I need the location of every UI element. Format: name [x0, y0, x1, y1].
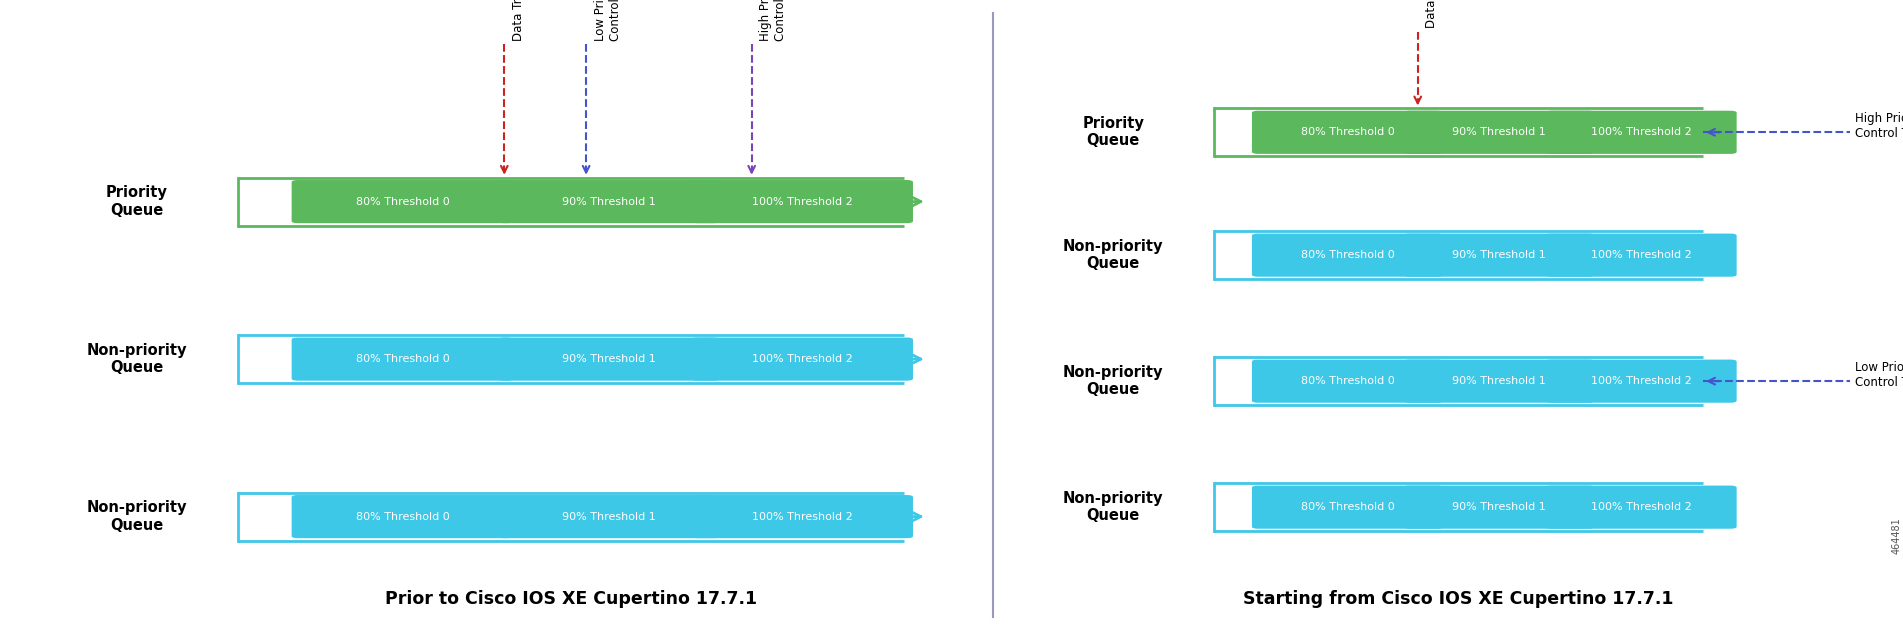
FancyBboxPatch shape	[1252, 486, 1442, 529]
Text: 100% Threshold 2: 100% Threshold 2	[1591, 376, 1692, 386]
FancyBboxPatch shape	[1404, 234, 1595, 277]
Text: High Priority
Control Traffic: High Priority Control Traffic	[759, 0, 788, 41]
FancyBboxPatch shape	[691, 180, 913, 223]
FancyBboxPatch shape	[1404, 111, 1595, 154]
FancyBboxPatch shape	[291, 180, 514, 223]
FancyBboxPatch shape	[1252, 111, 1442, 154]
FancyBboxPatch shape	[291, 495, 514, 538]
Text: Starting from Cisco IOS XE Cupertino 17.7.1: Starting from Cisco IOS XE Cupertino 17.…	[1243, 590, 1675, 607]
Text: 90% Threshold 1: 90% Threshold 1	[561, 512, 657, 522]
Text: Data Traffic: Data Traffic	[512, 0, 525, 41]
FancyBboxPatch shape	[1545, 111, 1737, 154]
Text: Priority
Queue: Priority Queue	[107, 185, 167, 218]
Text: Low Priority
Control Traffic: Low Priority Control Traffic	[594, 0, 622, 41]
Text: Non-priority
Queue: Non-priority Queue	[88, 500, 186, 533]
Text: 90% Threshold 1: 90% Threshold 1	[1452, 502, 1545, 512]
Text: 80% Threshold 0: 80% Threshold 0	[356, 512, 449, 522]
FancyBboxPatch shape	[1404, 486, 1595, 529]
FancyBboxPatch shape	[1404, 360, 1595, 403]
FancyBboxPatch shape	[499, 338, 719, 381]
Text: 100% Threshold 2: 100% Threshold 2	[752, 197, 853, 207]
FancyBboxPatch shape	[1252, 234, 1442, 277]
FancyBboxPatch shape	[1545, 360, 1737, 403]
Text: 80% Threshold 0: 80% Threshold 0	[1300, 502, 1395, 512]
FancyBboxPatch shape	[499, 180, 719, 223]
Text: 90% Threshold 1: 90% Threshold 1	[1452, 250, 1545, 260]
Text: Non-priority
Queue: Non-priority Queue	[1064, 491, 1163, 524]
Text: Data Traffic: Data Traffic	[1425, 0, 1439, 28]
Text: 100% Threshold 2: 100% Threshold 2	[752, 512, 853, 522]
Text: 80% Threshold 0: 80% Threshold 0	[1300, 376, 1395, 386]
FancyBboxPatch shape	[1252, 360, 1442, 403]
FancyBboxPatch shape	[691, 338, 913, 381]
Text: 100% Threshold 2: 100% Threshold 2	[1591, 250, 1692, 260]
Text: Prior to Cisco IOS XE Cupertino 17.7.1: Prior to Cisco IOS XE Cupertino 17.7.1	[384, 590, 757, 607]
Text: High Priority
Control Traffic: High Priority Control Traffic	[1855, 112, 1903, 140]
Text: Low Priority
Control Traffic: Low Priority Control Traffic	[1855, 361, 1903, 389]
FancyBboxPatch shape	[291, 338, 514, 381]
Text: 80% Threshold 0: 80% Threshold 0	[356, 197, 449, 207]
Text: 100% Threshold 2: 100% Threshold 2	[752, 354, 853, 364]
Text: 90% Threshold 1: 90% Threshold 1	[561, 197, 657, 207]
Text: 80% Threshold 0: 80% Threshold 0	[1300, 250, 1395, 260]
Text: 90% Threshold 1: 90% Threshold 1	[561, 354, 657, 364]
FancyBboxPatch shape	[1545, 234, 1737, 277]
Text: 80% Threshold 0: 80% Threshold 0	[1300, 127, 1395, 137]
Text: Priority
Queue: Priority Queue	[1083, 116, 1144, 149]
FancyBboxPatch shape	[499, 495, 719, 538]
Text: 90% Threshold 1: 90% Threshold 1	[1452, 376, 1545, 386]
Text: 90% Threshold 1: 90% Threshold 1	[1452, 127, 1545, 137]
Text: Non-priority
Queue: Non-priority Queue	[88, 343, 186, 375]
Text: 100% Threshold 2: 100% Threshold 2	[1591, 502, 1692, 512]
Text: Non-priority
Queue: Non-priority Queue	[1064, 239, 1163, 272]
Text: 464481: 464481	[1892, 517, 1901, 554]
Text: Non-priority
Queue: Non-priority Queue	[1064, 365, 1163, 398]
Text: 100% Threshold 2: 100% Threshold 2	[1591, 127, 1692, 137]
Text: 80% Threshold 0: 80% Threshold 0	[356, 354, 449, 364]
FancyBboxPatch shape	[691, 495, 913, 538]
FancyBboxPatch shape	[1545, 486, 1737, 529]
